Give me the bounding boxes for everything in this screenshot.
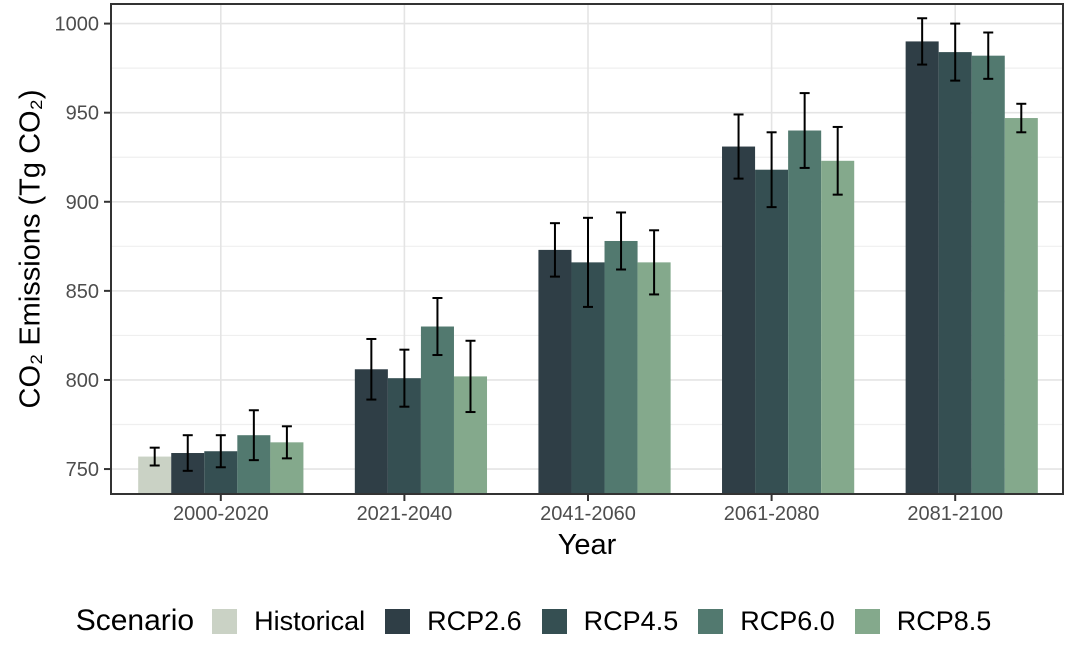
bar-rcp45-2081-2100 (938, 52, 972, 494)
y-axis-title: CO₂ Emissions (Tg CO₂) (14, 89, 47, 409)
legend-label: RCP8.5 (896, 605, 992, 636)
y-tick-label: 1000 (55, 14, 100, 36)
y-tick-label: 950 (66, 103, 99, 125)
bar-rcp60-2041-2060 (604, 240, 638, 494)
bar-rcp85-2081-2100 (1004, 118, 1038, 494)
x-tick-label: 2061-2080 (724, 503, 820, 525)
legend-title: Scenario (75, 604, 195, 637)
bar-rcp26-2081-2100 (905, 41, 939, 494)
bar-rcp85-2061-2080 (821, 160, 855, 495)
x-tick-label: 2041-2060 (540, 503, 636, 525)
bar-rcp26-2061-2080 (722, 146, 756, 494)
legend-swatch (854, 608, 880, 634)
bar-rcp85-2041-2060 (637, 262, 671, 494)
legend-item-rcp45: RCP4.5 (541, 605, 679, 637)
legend-swatch (541, 608, 567, 634)
legend-swatch (212, 608, 238, 634)
legend-label: RCP2.6 (427, 605, 522, 636)
x-tick-label: 2081-2100 (907, 503, 1003, 525)
y-tick-label: 800 (66, 370, 99, 392)
bar-rcp26-2041-2060 (538, 249, 572, 494)
bar-rcp60-2061-2080 (788, 130, 822, 494)
bar-rcp60-2081-2100 (971, 55, 1005, 494)
y-tick-label: 750 (66, 459, 99, 481)
legend-item-rcp26: RCP2.6 (385, 606, 522, 637)
x-tick-label: 2000-2020 (173, 503, 269, 525)
legend-label: RCP6.0 (740, 605, 835, 636)
legend-swatch (385, 608, 411, 634)
legend-item-historical: Historical (212, 606, 365, 637)
y-tick-label: 850 (66, 281, 99, 303)
x-axis-title: Year (557, 529, 617, 561)
legend-item-rcp60: RCP6.0 (698, 606, 835, 637)
legend: Scenario Historical RCP2.6 RCP4.5 RCP6.0 RCP… (0, 598, 1067, 644)
legend-label: Historical (254, 605, 366, 636)
legend-item-rcp85: RCP8.5 (854, 605, 992, 637)
legend-swatch (698, 608, 724, 634)
bar-rcp45-2061-2080 (755, 169, 789, 494)
y-tick-label: 900 (66, 192, 99, 214)
x-tick-label: 2021-2040 (357, 503, 453, 525)
legend-label: RCP4.5 (583, 605, 679, 636)
